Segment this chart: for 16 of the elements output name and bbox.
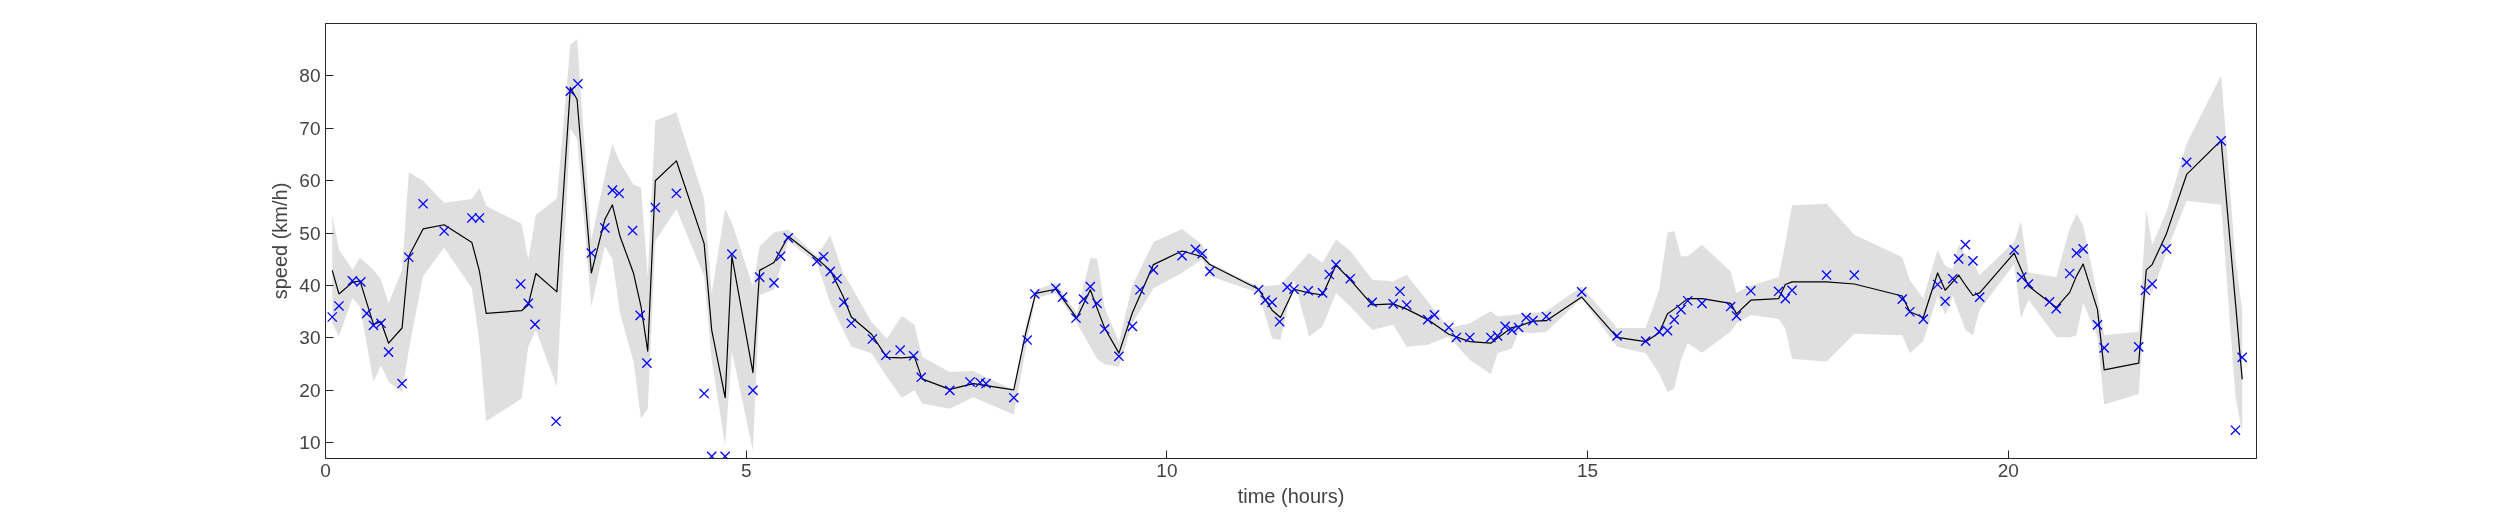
x-tick-label: 15: [1577, 459, 1599, 481]
y-tick-label: 40: [299, 275, 321, 297]
y-tick-label: 10: [299, 432, 321, 454]
line-series: [331, 86, 2243, 399]
y-tick-label: 60: [299, 170, 321, 192]
y-tick-label: 30: [299, 327, 321, 349]
y-tick-label: 70: [299, 117, 321, 139]
x-tick-label: 20: [1997, 459, 2019, 481]
x-tick-label: 5: [740, 459, 752, 481]
x-axis-title: time (hours): [1237, 484, 1345, 507]
x-tick-label: 10: [1156, 459, 1178, 481]
y-tick-label: 20: [299, 379, 321, 401]
x-tick-label: 0: [320, 459, 331, 481]
y-tick-label: 80: [299, 65, 321, 87]
y-tick-label: 50: [299, 222, 321, 244]
y-axis-title: speed (km/h): [269, 182, 292, 300]
